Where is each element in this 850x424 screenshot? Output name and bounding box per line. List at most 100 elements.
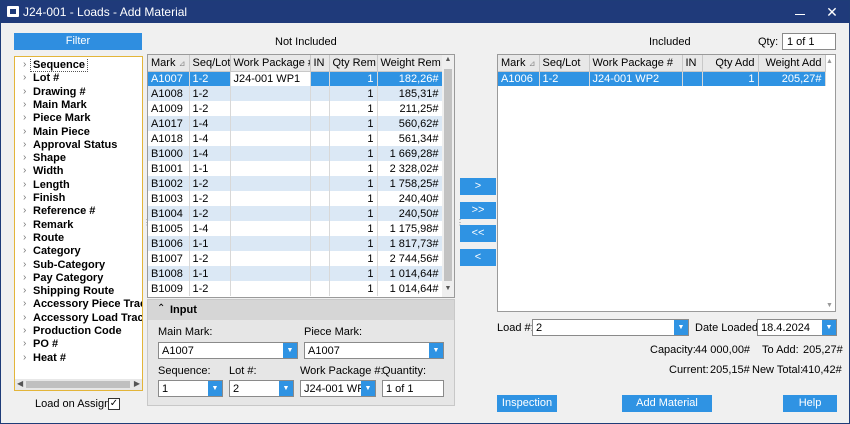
- scroll-down-icon[interactable]: ▼: [826, 302, 833, 309]
- work-package-select[interactable]: J24-001 WP1 ▼: [300, 380, 376, 397]
- scroll-thumb[interactable]: [444, 69, 452, 281]
- filter-icon[interactable]: ⊿: [528, 59, 536, 68]
- filter-item[interactable]: › Heat #: [15, 352, 142, 365]
- chevron-right-icon[interactable]: ›: [23, 152, 27, 164]
- chevron-down-icon[interactable]: ▼: [822, 320, 836, 335]
- scroll-up-icon[interactable]: ▲: [444, 56, 452, 63]
- chevron-right-icon[interactable]: ›: [23, 271, 27, 283]
- minimize-icon[interactable]: [791, 3, 809, 21]
- table-row[interactable]: A1006 1-2 J24-001 WP2 1 205,27#: [498, 71, 826, 86]
- chevron-right-icon[interactable]: ›: [23, 138, 27, 150]
- filter-item[interactable]: › Approval Status: [15, 139, 142, 152]
- chevron-right-icon[interactable]: ›: [23, 231, 27, 243]
- chevron-right-icon[interactable]: ›: [23, 112, 27, 124]
- filter-icon[interactable]: ⊿: [178, 59, 186, 68]
- splitter-handle-icon[interactable]: ⋮: [456, 218, 464, 227]
- sequence-select[interactable]: 1 ▼: [158, 380, 223, 397]
- table-row[interactable]: B1004 1-2 1 240,50#: [148, 206, 442, 221]
- load-number-select[interactable]: 2 ▼: [532, 319, 689, 336]
- column-header[interactable]: IN: [682, 55, 703, 72]
- filter-item[interactable]: › Drawing #: [15, 86, 142, 99]
- date-loaded-picker[interactable]: 18.4.2024 ▼: [757, 319, 837, 336]
- table-row[interactable]: B1003 1-2 1 240,40#: [148, 191, 442, 206]
- filter-item[interactable]: › Accessory Piece Tracking: [15, 298, 142, 311]
- chevron-right-icon[interactable]: ›: [23, 338, 27, 350]
- column-header[interactable]: Mark ⊿: [148, 55, 190, 72]
- chevron-right-icon[interactable]: ›: [23, 298, 27, 310]
- close-icon[interactable]: ✕: [826, 4, 838, 20]
- filter-item[interactable]: › Reference #: [15, 205, 142, 218]
- remove-all-button[interactable]: <<: [460, 225, 496, 242]
- scroll-thumb[interactable]: [26, 381, 130, 388]
- scroll-down-icon[interactable]: ▼: [444, 285, 452, 292]
- scroll-left-icon[interactable]: ◀: [17, 379, 24, 388]
- filter-item[interactable]: › Route: [15, 232, 142, 245]
- chevron-down-icon[interactable]: ▼: [279, 381, 293, 396]
- filter-item[interactable]: › PO #: [15, 338, 142, 351]
- table-row[interactable]: A1007 1-2 J24-001 WP1 1 182,26#: [148, 71, 442, 86]
- lot-select[interactable]: 2 ▼: [229, 380, 294, 397]
- chevron-right-icon[interactable]: ›: [23, 245, 27, 257]
- add-material-button[interactable]: Add Material: [622, 395, 712, 412]
- filter-item[interactable]: › Width: [15, 165, 142, 178]
- filter-item[interactable]: › Sequence: [15, 59, 142, 72]
- column-header[interactable]: IN: [310, 55, 330, 72]
- filter-item[interactable]: › Length: [15, 179, 142, 192]
- filter-item[interactable]: › Production Code: [15, 325, 142, 338]
- filter-tree[interactable]: › Heat # › PO # › Production Code › Accessory L…: [14, 56, 143, 391]
- chevron-right-icon[interactable]: ›: [23, 98, 27, 110]
- splitter-handle-icon[interactable]: ⋮: [143, 218, 151, 228]
- filter-button[interactable]: Filter: [14, 33, 142, 50]
- filter-item[interactable]: › Shape: [15, 152, 142, 165]
- filter-item[interactable]: › Piece Mark: [15, 112, 142, 125]
- table-row[interactable]: A1017 1-4 1 560,62#: [148, 116, 442, 131]
- table-row[interactable]: B1000 1-4 1 1 669,28#: [148, 146, 442, 161]
- remove-selected-button[interactable]: <: [460, 249, 496, 266]
- chevron-down-icon[interactable]: ▼: [283, 343, 297, 358]
- qty-field[interactable]: 1 of 1: [782, 33, 836, 50]
- filter-horizontal-scrollbar[interactable]: ◀ ▶: [15, 379, 142, 390]
- chevron-down-icon[interactable]: ▼: [674, 320, 688, 335]
- filter-item[interactable]: › Shipping Route: [15, 285, 142, 298]
- chevron-right-icon[interactable]: ›: [23, 165, 27, 177]
- table-row[interactable]: B1005 1-4 1 1 175,98#: [148, 221, 442, 236]
- chevron-right-icon[interactable]: ›: [23, 205, 27, 217]
- chevron-right-icon[interactable]: ›: [23, 351, 27, 363]
- chevron-up-icon[interactable]: ⌃: [157, 303, 166, 314]
- chevron-right-icon[interactable]: ›: [23, 325, 27, 336]
- inspection-button[interactable]: Inspection: [497, 395, 557, 412]
- chevron-right-icon[interactable]: ›: [23, 125, 27, 137]
- chevron-right-icon[interactable]: ›: [23, 192, 27, 203]
- piece-mark-select[interactable]: A1007 ▼: [304, 342, 444, 359]
- quantity-field[interactable]: 1 of 1: [382, 380, 444, 397]
- filter-item[interactable]: › Accessory Load Tracking: [15, 312, 142, 325]
- chevron-down-icon[interactable]: ▼: [208, 381, 222, 396]
- table-row[interactable]: B1008 1-1 1 1 014,64#: [148, 266, 442, 281]
- filter-item[interactable]: › Category: [15, 245, 142, 258]
- column-header[interactable]: Seq/Lot: [189, 55, 231, 72]
- help-button[interactable]: Help: [783, 395, 837, 412]
- column-header[interactable]: Seq/Lot: [539, 55, 590, 72]
- chevron-right-icon[interactable]: ›: [23, 311, 27, 323]
- add-all-button[interactable]: >>: [460, 202, 496, 219]
- scroll-right-icon[interactable]: ▶: [133, 379, 140, 388]
- main-mark-select[interactable]: A1007 ▼: [158, 342, 298, 359]
- filter-item[interactable]: › Sub-Category: [15, 259, 142, 272]
- table-row[interactable]: B1001 1-1 1 2 328,02#: [148, 161, 442, 176]
- load-on-assign-checkbox[interactable]: ✓: [108, 398, 120, 410]
- table-row[interactable]: A1009 1-2 1 211,25#: [148, 101, 442, 116]
- filter-item[interactable]: › Remark: [15, 219, 142, 232]
- add-selected-button[interactable]: >: [460, 178, 496, 195]
- chevron-right-icon[interactable]: ›: [23, 258, 27, 270]
- table-row[interactable]: A1008 1-2 1 185,31#: [148, 86, 442, 101]
- filter-item[interactable]: › Main Mark: [15, 99, 142, 112]
- column-header[interactable]: Mark ⊿: [498, 55, 540, 72]
- column-header[interactable]: Work Package #: [589, 55, 683, 72]
- not-included-vertical-scrollbar[interactable]: ▲ ▼: [442, 55, 454, 297]
- table-row[interactable]: B1002 1-2 1 1 758,25#: [148, 176, 442, 191]
- chevron-right-icon[interactable]: ›: [23, 85, 27, 97]
- column-header[interactable]: Weight Rem: [377, 55, 442, 72]
- table-row[interactable]: B1009 1-2 1 1 014,64#: [148, 281, 442, 296]
- column-header[interactable]: Weight Add: [758, 55, 826, 72]
- chevron-right-icon[interactable]: ›: [23, 285, 27, 297]
